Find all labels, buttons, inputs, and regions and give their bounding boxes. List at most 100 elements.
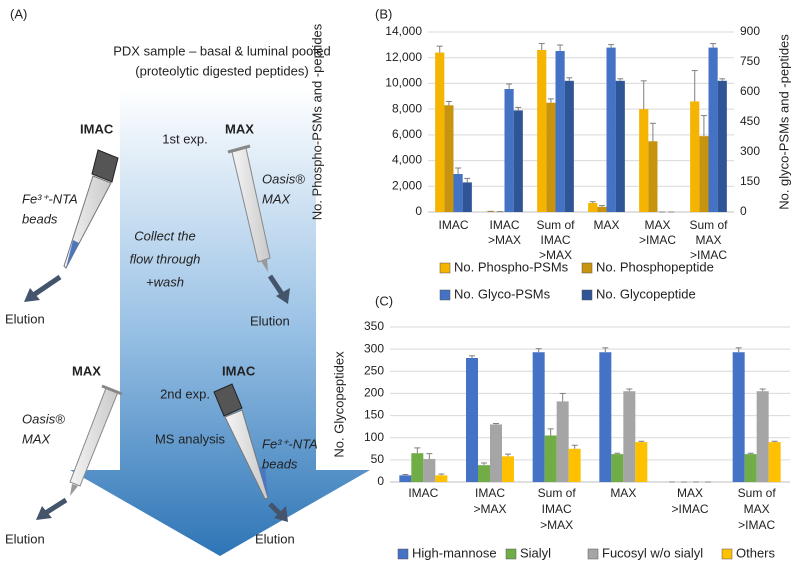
bar	[588, 203, 598, 212]
error-bar	[481, 462, 487, 466]
y2-tick-label: 0	[740, 204, 747, 218]
charts: (B) 0 2,000 4,000 6,000 8,000 10,000 12,000 14,0…	[309, 6, 791, 560]
y-tick-label: 8,000	[392, 101, 422, 115]
error-bar	[589, 201, 596, 203]
error-bar	[538, 43, 545, 50]
y-tick-label: 50	[371, 452, 385, 466]
y2-tick-label: 150	[740, 174, 760, 188]
material-text: MAX	[22, 431, 52, 446]
x-tick-label: MAX >IMAC	[639, 218, 676, 247]
bar	[611, 454, 624, 482]
bar	[462, 182, 472, 212]
x-tick-label: Sum of MAX >IMAC	[738, 486, 777, 532]
bar	[399, 475, 412, 482]
legend-swatch	[581, 289, 593, 301]
error-bar	[735, 347, 742, 353]
material-text: beads	[22, 211, 58, 226]
legend-label: High-mannose	[412, 545, 497, 560]
collect-text: +wash	[146, 274, 184, 289]
bar	[599, 352, 612, 482]
error-bar	[506, 83, 513, 89]
bar	[411, 453, 424, 482]
error-bar	[638, 440, 645, 443]
method-label: IMAC	[222, 363, 256, 378]
y-tick-label: 4,000	[392, 153, 422, 167]
error-bar	[426, 453, 433, 459]
y-tick-label: 100	[364, 430, 384, 444]
error-bar	[464, 177, 471, 183]
ms-text: MS analysis	[155, 431, 226, 446]
bar	[544, 435, 557, 482]
error-bar	[505, 453, 511, 457]
y-tick-label: 150	[364, 408, 384, 422]
legend-label: No. Glyco-PSMs	[454, 286, 551, 301]
legend-swatch	[587, 548, 599, 560]
y-tick-label: 6,000	[392, 127, 422, 141]
material-text: Fe³⁺-NTA	[22, 191, 78, 206]
legend-label: No. Glycopeptide	[596, 286, 696, 301]
bar	[648, 141, 658, 212]
bar	[502, 456, 514, 482]
error-bar	[640, 80, 647, 110]
y2-tick-label: 900	[740, 24, 760, 38]
sample-text: (proteolytic digested peptides)	[135, 63, 308, 78]
error-bar	[557, 44, 564, 51]
error-bar	[493, 423, 499, 425]
y-tick-label: 300	[364, 341, 384, 355]
y-axis-label: No. Glycopeptidex	[331, 351, 346, 458]
bar	[537, 50, 547, 212]
bar	[435, 475, 448, 482]
error-bar	[747, 452, 754, 455]
x-tick-label: Sum of IMAC >MAX	[536, 218, 575, 262]
method-label: MAX	[225, 121, 254, 136]
elution-text: Elution	[5, 531, 45, 546]
y2-tick-label: 750	[740, 54, 760, 68]
material-text: beads	[262, 456, 298, 471]
syringe	[227, 144, 271, 272]
legend-label: No. Phosphopeptide	[596, 259, 714, 274]
bar	[423, 458, 436, 482]
error-bar	[559, 392, 566, 402]
pipette-tip	[213, 383, 269, 500]
bar	[556, 401, 569, 482]
error-bar	[614, 452, 621, 455]
y-tick-label: 12,000	[385, 50, 422, 64]
flow-arrow	[70, 88, 370, 556]
bar	[708, 47, 718, 212]
error-bar	[445, 100, 452, 106]
elution-text: Elution	[250, 313, 290, 328]
y2-axis-label: No. glyco-PSMs and -peptides	[776, 34, 791, 210]
collect-text: flow through	[130, 251, 201, 266]
x-tick-label: IMAC >MAX	[473, 486, 506, 516]
syringe	[69, 384, 123, 496]
error-bar	[649, 122, 656, 142]
bar	[555, 51, 565, 212]
x-tick-label: IMAC	[439, 218, 469, 232]
elution-arrow	[267, 274, 285, 296]
error-bar	[469, 355, 475, 358]
exp-label: 2nd exp.	[160, 386, 210, 401]
error-bar	[608, 44, 615, 48]
panel-a: (A) PDX sample – basal & luminal pooled …	[5, 6, 370, 556]
x-tick-label: IMAC	[408, 486, 438, 500]
bar	[639, 109, 649, 212]
elution-arrow	[42, 497, 68, 517]
error-bar	[691, 70, 698, 102]
bar	[744, 454, 757, 482]
bar	[546, 102, 556, 212]
bar	[478, 465, 490, 482]
y-tick-label: 350	[364, 319, 384, 333]
error-bar	[515, 106, 522, 111]
error-bar	[759, 388, 766, 392]
error-bar	[598, 205, 605, 207]
bar	[597, 206, 607, 212]
error-bar	[455, 167, 462, 174]
x-tick-label: MAX	[610, 486, 636, 500]
material-text: Oasis®	[262, 171, 305, 186]
error-bar	[710, 43, 717, 48]
bar	[490, 424, 502, 482]
legend-swatch	[721, 548, 733, 560]
legend-label: Sialyl	[520, 545, 551, 560]
exp-label: 1st exp.	[162, 131, 208, 146]
bar	[690, 101, 700, 212]
